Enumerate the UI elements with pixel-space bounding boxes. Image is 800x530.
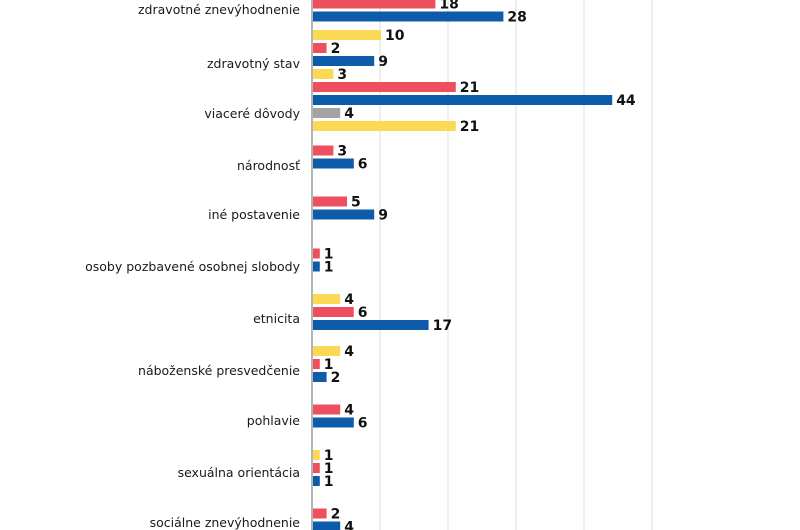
gridlines (379, 0, 653, 530)
data-label: 4 (344, 403, 354, 419)
bar (313, 11, 504, 22)
bar (313, 521, 341, 530)
data-label: 4 (344, 292, 354, 308)
bar (313, 463, 320, 473)
category-label: náboženské presvedčenie (138, 363, 300, 378)
bar (313, 320, 429, 330)
bar (313, 56, 375, 66)
data-label: 17 (433, 318, 452, 334)
bar (313, 158, 354, 169)
bar (313, 82, 456, 92)
data-label: 2 (331, 370, 341, 386)
category-labels: zdravotné znevýhodnenie zdravotný stav via… (85, 2, 300, 530)
data-label: 5 (351, 195, 361, 211)
data-label: 4 (344, 344, 354, 360)
bar (313, 359, 320, 369)
data-label: 1 (324, 474, 334, 490)
data-label: 3 (337, 144, 347, 160)
bar (313, 108, 341, 118)
data-label: 2 (331, 41, 341, 57)
bar (313, 95, 613, 105)
category-label: pohlavie (247, 413, 301, 428)
bar (313, 508, 327, 519)
bar (313, 196, 347, 207)
category-label: etnicita (253, 311, 300, 326)
bar (313, 248, 320, 259)
bar (313, 0, 436, 9)
bar (313, 346, 341, 356)
data-label: 1 (324, 448, 334, 464)
data-label: 6 (358, 305, 368, 321)
category-label: sexuálna orientácia (178, 465, 300, 480)
data-label: 10 (385, 28, 405, 44)
bar (313, 404, 341, 415)
bar (313, 69, 334, 79)
bar (313, 372, 327, 382)
data-label: 6 (358, 157, 368, 173)
category-label: osoby pozbavené osobnej slobody (85, 259, 300, 274)
bar (313, 145, 334, 156)
category-label: zdravotné znevýhodnenie (138, 2, 300, 17)
bar (313, 450, 320, 460)
bar (313, 307, 354, 317)
data-label: 3 (337, 67, 347, 83)
bar (313, 476, 320, 486)
bar (313, 417, 354, 428)
data-label: 4 (344, 520, 354, 530)
data-label: 21 (460, 119, 479, 135)
category-label: národnosť (237, 158, 300, 173)
data-label: 2 (331, 507, 341, 523)
bar (313, 43, 327, 53)
data-label: 18 (439, 0, 458, 13)
bar (313, 30, 381, 40)
data-label: 21 (460, 80, 479, 96)
category-label: iné postavenie (208, 207, 300, 222)
data-label: 9 (378, 54, 388, 70)
data-label: 44 (616, 93, 636, 109)
data-label: 1 (324, 357, 334, 373)
data-label: 9 (378, 208, 388, 224)
data-label: 28 (507, 10, 526, 26)
bar (313, 121, 456, 131)
category-label: viaceré dôvody (204, 106, 300, 121)
bar (313, 209, 375, 220)
bars (313, 0, 613, 530)
data-label: 6 (358, 416, 368, 432)
data-label: 4 (344, 106, 354, 122)
data-label: 1 (324, 461, 334, 477)
category-label: zdravotný stav (207, 56, 301, 71)
bar (313, 294, 341, 304)
bar (313, 261, 320, 272)
category-label: sociálne znevýhodnenie (150, 515, 301, 530)
data-label: 1 (324, 260, 334, 276)
data-label: 1 (324, 247, 334, 263)
